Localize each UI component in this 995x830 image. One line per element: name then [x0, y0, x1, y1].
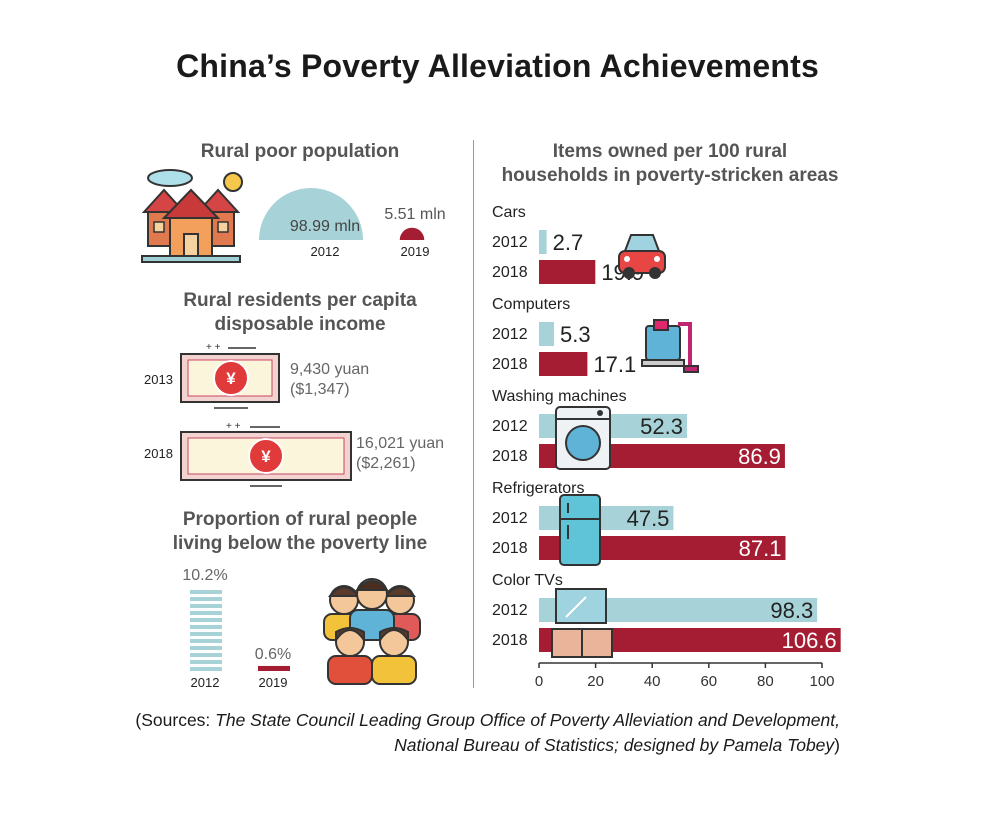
- proportion-chart: [190, 590, 290, 671]
- items-title: Items owned per 100 rural households in …: [501, 141, 839, 186]
- group-label: Washing machines: [492, 388, 627, 405]
- svg-text:¥: ¥: [261, 447, 271, 466]
- column-divider: [473, 140, 474, 688]
- year-label: 2012: [492, 418, 528, 435]
- x-tick-label: 0: [535, 673, 543, 690]
- group-label: Refrigerators: [492, 480, 584, 497]
- value-label: 17.1: [593, 352, 636, 377]
- poor-pop-2012-year: 2012: [310, 244, 340, 259]
- proportion-2012-stripe: [190, 667, 222, 671]
- poor-population-2012-halfcircle: [259, 188, 363, 240]
- year-label: 2012: [492, 326, 528, 343]
- income-2018-value: 16,021 yuan ($2,261): [356, 435, 445, 472]
- proportion-2012-bar: [190, 590, 222, 671]
- proportion-2012-stripe: [190, 604, 222, 608]
- value-label: 5.3: [560, 322, 591, 347]
- income-title: Rural residents per capita disposable in…: [183, 290, 417, 335]
- value-label: 47.5: [627, 506, 670, 531]
- proportion-2012-stripe: [190, 597, 222, 601]
- proportion-2012-value: 10.2%: [182, 567, 228, 584]
- poor-pop-2019-year: 2019: [400, 244, 430, 259]
- income-2013-year: 2013: [144, 372, 173, 387]
- proportion-2019-stripe: [258, 665, 290, 671]
- value-label: 86.9: [738, 444, 781, 469]
- washing-machine-icon: [555, 406, 611, 470]
- proportion-2012-stripe: [190, 646, 222, 650]
- value-label: 106.6: [782, 628, 837, 653]
- year-label: 2018: [492, 540, 528, 557]
- svg-text:+ +: + +: [226, 421, 241, 432]
- year-label: 2012: [492, 510, 528, 527]
- proportion-2012-stripe: [190, 632, 222, 636]
- income-2018-year: 2018: [144, 446, 173, 461]
- proportion-2012-stripe: [190, 653, 222, 657]
- bar-2018: [539, 352, 588, 376]
- x-tick-label: 60: [700, 673, 717, 690]
- value-label: 2.7: [553, 230, 584, 255]
- proportion-2019-bar: [258, 665, 290, 671]
- poor-pop-2012-value: 98.99 mln: [289, 218, 361, 235]
- proportion-2019-value: 0.6%: [254, 646, 292, 663]
- bar-2018: [539, 260, 596, 284]
- houses-icon: [141, 169, 243, 263]
- svg-text:+ +: + +: [206, 342, 221, 353]
- svg-text:¥: ¥: [226, 369, 236, 388]
- poor-population-2019-halfcircle: [399, 227, 425, 240]
- year-label: 2012: [492, 602, 528, 619]
- people-group-icon: [323, 578, 421, 685]
- group-label: Color TVs: [492, 572, 563, 589]
- year-label: 2018: [492, 632, 528, 649]
- refrigerator-icon: [559, 494, 601, 566]
- computer-icon: [641, 319, 699, 373]
- proportion-2012-stripe: [190, 625, 222, 629]
- proportion-2019-year: 2019: [258, 675, 288, 690]
- poor-pop-2019-value: 5.51 mln: [384, 206, 446, 223]
- value-label: 98.3: [770, 598, 813, 623]
- x-tick-label: 80: [757, 673, 774, 690]
- group-label: Computers: [492, 296, 570, 313]
- x-tick-label: 20: [587, 673, 604, 690]
- proportion-2012-stripe: [190, 639, 222, 643]
- proportion-2012-stripe: [190, 660, 222, 664]
- proportion-2012-stripe: [190, 618, 222, 622]
- poor-population-chart: [259, 188, 425, 240]
- tv-icon: [551, 588, 613, 658]
- proportion-title: Proportion of rural people living below …: [172, 509, 428, 554]
- year-label: 2018: [492, 356, 528, 373]
- value-label: 52.3: [640, 414, 683, 439]
- items-bar-chart: Cars20122.7201819.9Computers20125.320181…: [492, 204, 841, 690]
- year-label: 2018: [492, 448, 528, 465]
- page-title: China’s Poverty Alleviation Achievements: [176, 48, 819, 84]
- sources-note: (Sources: The State Council Leading Grou…: [135, 710, 840, 755]
- x-tick-label: 100: [809, 673, 834, 690]
- bar-2012: [539, 322, 554, 346]
- year-label: 2018: [492, 264, 528, 281]
- banknote-2013-icon: + + ¥: [180, 342, 280, 409]
- proportion-2012-year: 2012: [190, 675, 220, 690]
- group-label: Cars: [492, 204, 526, 221]
- bar-2012: [539, 230, 547, 254]
- value-label: 87.1: [739, 536, 782, 561]
- poor-population-title: Rural poor population: [200, 141, 400, 162]
- income-2013-value: 9,430 yuan ($1,347): [290, 361, 370, 398]
- proportion-2012-stripe: [190, 590, 222, 594]
- proportion-2012-stripe: [190, 611, 222, 615]
- year-label: 2012: [492, 234, 528, 251]
- banknote-2018-icon: + + ¥: [180, 421, 352, 487]
- car-icon: [618, 234, 666, 279]
- x-tick-label: 40: [644, 673, 661, 690]
